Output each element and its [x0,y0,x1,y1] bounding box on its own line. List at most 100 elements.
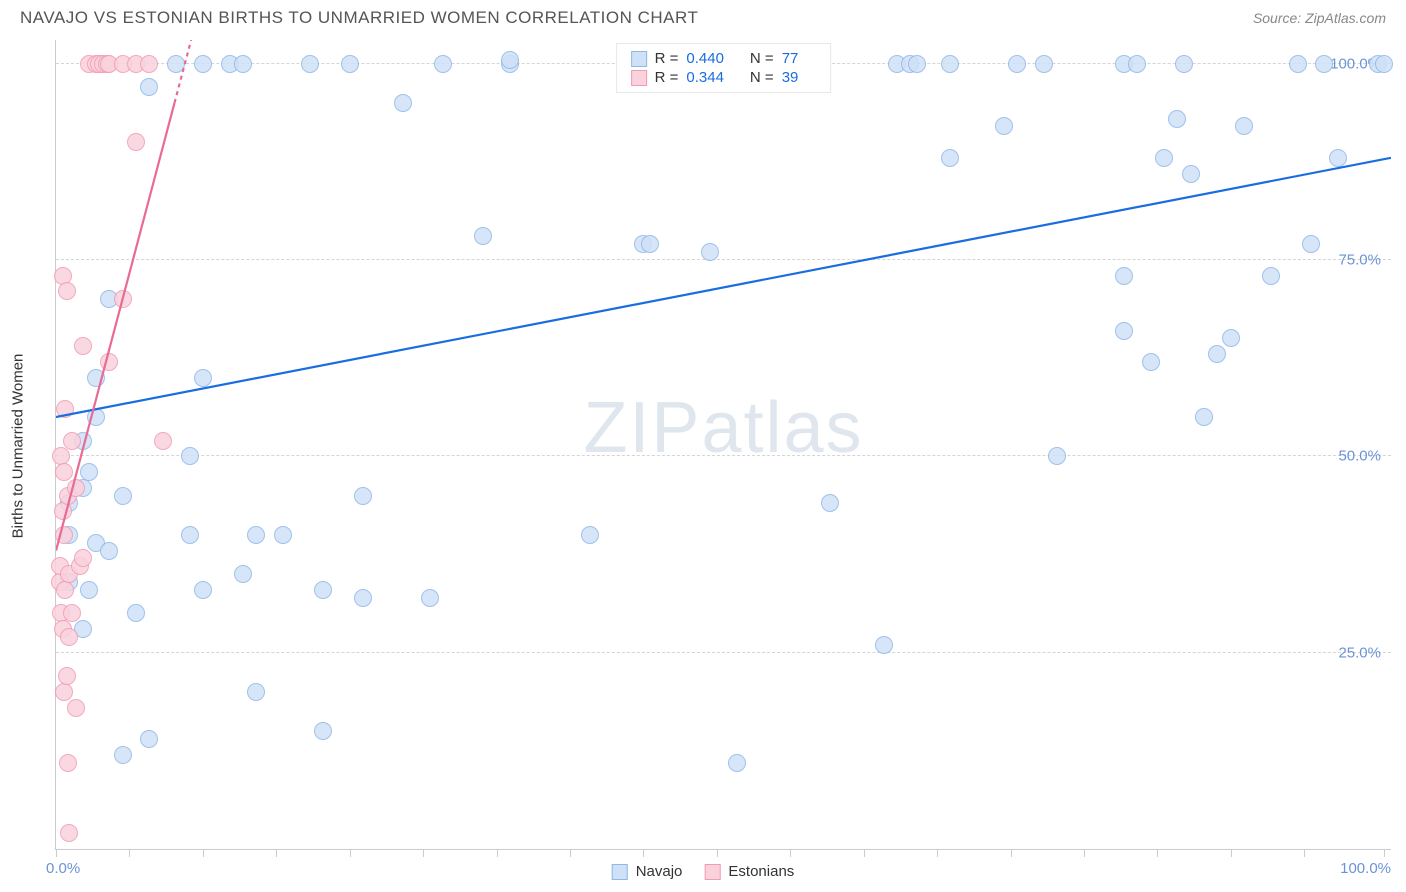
source-attribution: Source: ZipAtlas.com [1253,10,1386,26]
data-point [728,754,746,772]
data-point [394,94,412,112]
data-point [354,487,372,505]
chart-title: NAVAJO VS ESTONIAN BIRTHS TO UNMARRIED W… [20,8,698,28]
x-tick [1384,849,1385,857]
data-point [80,463,98,481]
data-point [87,369,105,387]
data-point [114,487,132,505]
data-point [56,400,74,418]
data-point [234,565,252,583]
data-point [1195,408,1213,426]
legend-swatch [631,70,647,86]
x-tick [203,849,204,857]
data-point [55,683,73,701]
data-point [247,526,265,544]
data-point [63,432,81,450]
data-point [127,133,145,151]
data-point [74,337,92,355]
data-point [995,117,1013,135]
legend-r-label: R = [655,50,679,67]
y-axis-label: Births to Unmarried Women [10,354,27,539]
legend-r-value: 0.344 [686,69,724,86]
data-point [1222,329,1240,347]
data-point [1182,165,1200,183]
legend-n-value: 77 [782,50,799,67]
data-point [114,290,132,308]
x-tick [1304,849,1305,857]
data-point [1048,447,1066,465]
data-point [247,683,265,701]
data-point [875,636,893,654]
x-axis-max-label: 100.0% [1340,860,1391,877]
series-legend: Navajo Estonians [612,863,795,880]
data-point [1375,55,1393,73]
data-point [314,722,332,740]
legend-label: Estonians [728,863,794,880]
data-point [1208,345,1226,363]
data-point [421,589,439,607]
data-point [581,526,599,544]
x-axis-min-label: 0.0% [46,860,80,877]
data-point [274,526,292,544]
data-point [1115,322,1133,340]
data-point [181,526,199,544]
x-tick [129,849,130,857]
y-tick-label: 25.0% [1338,644,1381,661]
data-point [194,369,212,387]
data-point [1155,149,1173,167]
data-point [941,149,959,167]
x-tick [717,849,718,857]
legend-r-value: 0.440 [686,50,724,67]
data-point [60,628,78,646]
data-point [501,51,519,69]
data-point [59,754,77,772]
x-tick [570,849,571,857]
data-point [314,581,332,599]
data-point [1329,149,1347,167]
legend-row: R = 0.344 N = 39 [631,69,817,86]
data-point [1142,353,1160,371]
data-point [140,730,158,748]
data-point [55,463,73,481]
data-point [74,549,92,567]
x-tick [937,849,938,857]
legend-n-value: 39 [782,69,799,86]
data-point [301,55,319,73]
x-tick [1231,849,1232,857]
data-point [194,55,212,73]
x-tick [864,849,865,857]
legend-item: Navajo [612,863,683,880]
x-tick [1157,849,1158,857]
chart-plot-area: ZIPatlas 25.0%50.0%75.0%100.0% R =0.440N… [55,40,1391,850]
data-point [140,78,158,96]
data-point [60,824,78,842]
data-point [54,502,72,520]
legend-swatch [612,864,628,880]
data-point [154,432,172,450]
legend-r-label: R = [655,69,679,86]
data-point [701,243,719,261]
data-point [127,604,145,622]
x-tick [276,849,277,857]
x-tick [643,849,644,857]
x-tick [497,849,498,857]
legend-swatch [631,51,647,67]
x-tick [56,849,57,857]
data-point [87,408,105,426]
data-point [354,589,372,607]
correlation-legend: R = 0.440 N = 77 R = 0.344 N = 39 [616,43,832,93]
x-tick [423,849,424,857]
data-point [63,604,81,622]
data-point [55,526,73,544]
data-point [67,699,85,717]
data-point [1175,55,1193,73]
legend-n-label: N = [750,69,774,86]
data-point [908,55,926,73]
data-point [100,542,118,560]
data-point [234,55,252,73]
data-point [80,581,98,599]
legend-row: R =0.440N =77 [631,50,817,67]
data-point [181,447,199,465]
data-point [941,55,959,73]
legend-item: Estonians [704,863,794,880]
